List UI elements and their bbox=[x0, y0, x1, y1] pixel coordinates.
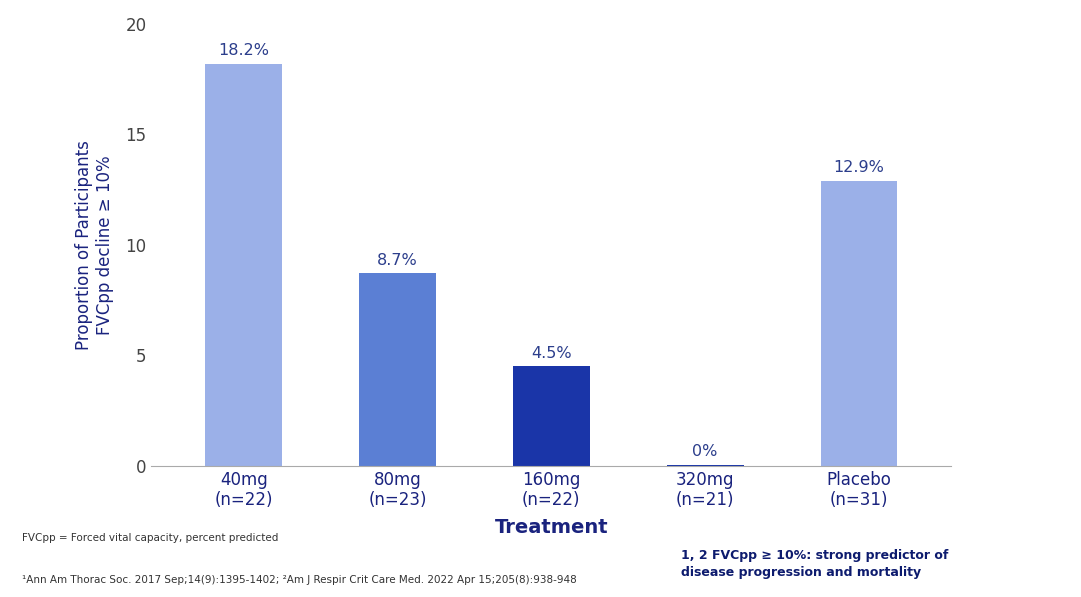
Text: 8.7%: 8.7% bbox=[377, 253, 418, 268]
Text: FVCpp = Forced vital capacity, percent predicted: FVCpp = Forced vital capacity, percent p… bbox=[22, 533, 278, 543]
Text: 4.5%: 4.5% bbox=[531, 346, 572, 361]
Text: 18.2%: 18.2% bbox=[218, 43, 269, 58]
X-axis label: Treatment: Treatment bbox=[494, 518, 609, 537]
Text: 12.9%: 12.9% bbox=[833, 160, 884, 175]
Text: 0%: 0% bbox=[693, 444, 718, 459]
Y-axis label: Proportion of Participants
FVCpp decline ≥ 10%: Proportion of Participants FVCpp decline… bbox=[76, 140, 115, 350]
Bar bbox=[667, 464, 744, 466]
Bar bbox=[359, 273, 436, 466]
Text: 1, 2 FVCpp ≥ 10%: strong predictor of
disease progression and mortality: 1, 2 FVCpp ≥ 10%: strong predictor of di… bbox=[681, 549, 948, 579]
Text: ¹Ann Am Thorac Soc. 2017 Sep;14(9):1395-1402; ²Am J Respir Crit Care Med. 2022 A: ¹Ann Am Thorac Soc. 2017 Sep;14(9):1395-… bbox=[22, 575, 576, 585]
Bar bbox=[205, 64, 282, 466]
Bar bbox=[820, 181, 897, 466]
Bar bbox=[512, 366, 590, 466]
